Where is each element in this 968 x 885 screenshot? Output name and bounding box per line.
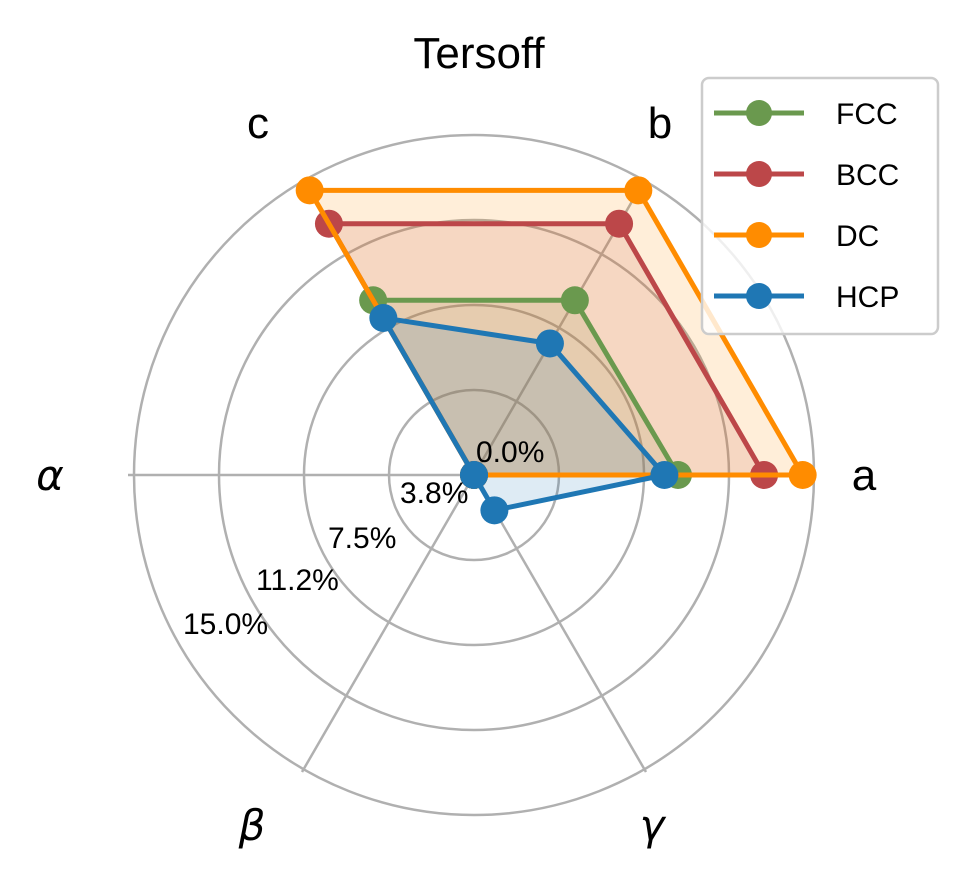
axis-label-a: a	[852, 451, 877, 500]
spoke-gamma	[472, 474, 648, 773]
series-layer	[295, 176, 817, 525]
tick-label-2: 7.5%	[328, 522, 396, 555]
series-hcp	[369, 303, 679, 525]
data-point-marker	[369, 303, 398, 332]
legend-item-hcp: HCP	[714, 281, 899, 314]
data-point-marker	[788, 461, 817, 489]
chart-title: Tersoff	[413, 29, 545, 78]
svg-text:FCC: FCC	[836, 98, 898, 131]
legend: FCC BCC DC HCP	[700, 76, 940, 336]
tick-label-0: 0.0%	[476, 436, 544, 469]
data-point-marker	[624, 176, 653, 205]
svg-text:BCC: BCC	[836, 159, 899, 192]
axis-label-beta: β	[238, 801, 266, 850]
data-point-marker	[605, 209, 634, 238]
data-point-marker	[560, 286, 589, 315]
legend-item-bcc: BCC	[714, 159, 899, 192]
axis-label-c: c	[247, 99, 269, 148]
legend-marker-icon	[746, 283, 772, 309]
legend-marker-icon	[746, 100, 772, 126]
data-point-marker	[460, 461, 488, 489]
data-point-marker	[535, 329, 564, 358]
legend-marker-icon	[746, 161, 772, 187]
legend-frame	[700, 76, 940, 336]
data-point-marker	[480, 496, 509, 525]
data-point-marker	[650, 461, 679, 489]
axis-label-gamma: γ	[640, 801, 667, 850]
data-point-marker	[295, 176, 324, 205]
tick-label-3: 11.2%	[256, 564, 339, 597]
axis-label-alpha: α	[36, 451, 64, 500]
tick-label-1: 3.8%	[400, 477, 468, 510]
legend-item-fcc: FCC	[714, 98, 898, 131]
spoke-beta	[300, 474, 476, 773]
legend-item-dc: DC	[714, 220, 879, 253]
axis-label-b: b	[648, 99, 672, 148]
legend-marker-icon	[746, 222, 772, 248]
svg-text:DC: DC	[836, 220, 879, 253]
tick-label-4: 15.0%	[183, 608, 268, 641]
series-fill-hcp	[383, 317, 665, 511]
svg-text:HCP: HCP	[836, 281, 899, 314]
